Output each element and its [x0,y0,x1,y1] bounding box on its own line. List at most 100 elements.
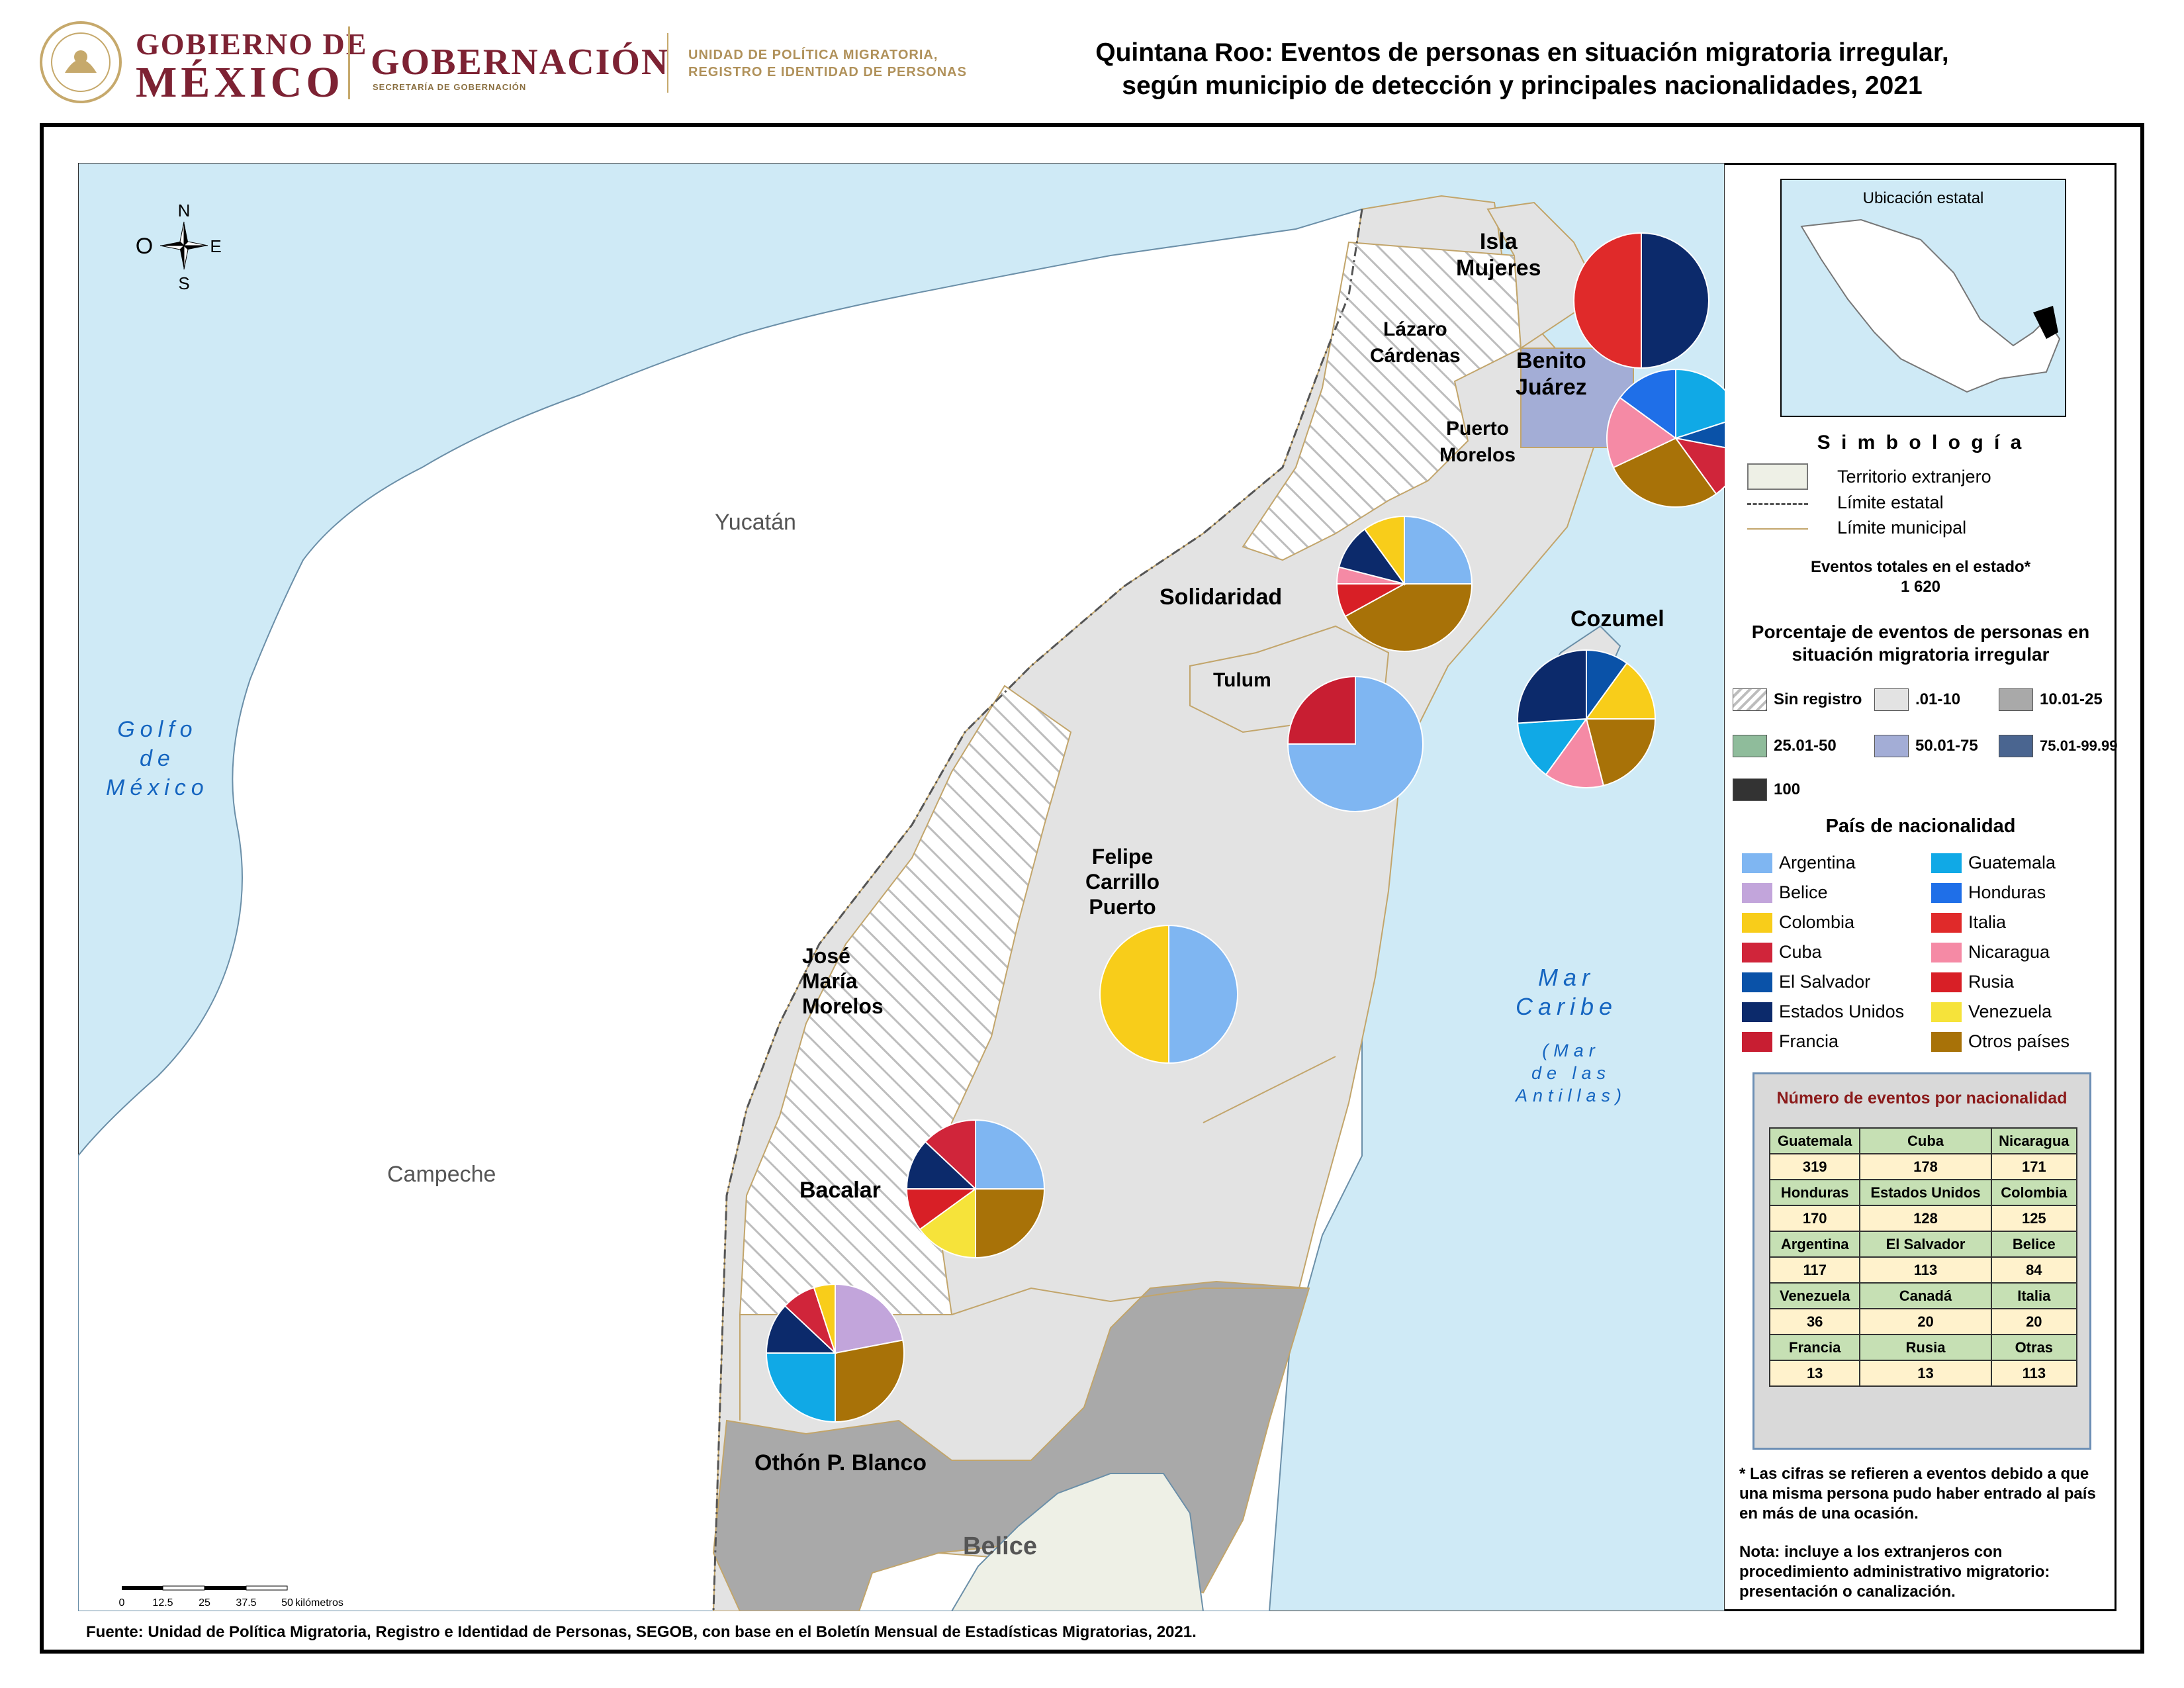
nationality-label: Italia [1968,912,2007,932]
map-title: Quintana Roo: Eventos de personas en sit… [993,36,2052,103]
golfo-line2: de [139,746,175,771]
scale-tick-3: 37.5 [236,1597,256,1609]
pie-slice [765,1305,837,1354]
label-campeche: Campeche [387,1162,496,1187]
pct-swatch-0 [1733,688,1767,711]
nationality-label: Honduras [1968,882,2046,902]
nationality-label: Cuba [1779,942,1822,962]
pie-slice [1612,437,1717,508]
pct-class-25-50: 25.01-50 [1733,735,1837,757]
table-header-cell: Argentina [1768,1231,1861,1258]
antillas-line2: de las [1531,1063,1612,1083]
pct-label-4: 50.01-75 [1915,737,1978,755]
pie-slice [905,1141,978,1190]
nationality-item: El Salvador [1742,972,1870,992]
table-value-cell: 178 [1859,1153,1992,1180]
nationality-label: Belice [1779,882,1828,902]
compass-e: E [210,236,221,256]
header-divider-2 [667,33,668,93]
title-line1: Quintana Roo: Eventos de personas en sit… [1095,38,1949,67]
scale-tick-0: 0 [119,1597,125,1609]
pie-slice [835,1283,904,1354]
pct-class-01-10: .01-10 [1874,688,1960,711]
pie-slice [1517,718,1588,776]
total-events-value: 1 620 [1900,578,1941,596]
isla-mujeres-line1: Isla [1479,229,1518,254]
table-value-cell: 84 [1990,1256,2078,1284]
table-header-cell: El Salvador [1859,1231,1992,1258]
nationality-item: Rusia [1931,972,2014,992]
pct-swatch-2 [1999,688,2033,711]
jmm-line1: José [802,944,850,968]
gobernacion-logo: GOBERNACIÓN [371,42,670,83]
table-header-cell: Estados Unidos [1859,1179,1992,1206]
map-canvas: N S E O 0 12.5 25 37.5 50 kilómetros [78,163,1725,1611]
table-header-cell: Belice [1990,1231,2078,1258]
pct-swatch-4 [1874,735,1909,757]
lazaro-cardenas-line2: Cárdenas [1370,345,1461,367]
pie-slice [835,1339,905,1423]
percentage-title-1: Porcentaje de eventos de personas en [1751,622,2090,642]
nationality-swatch [1742,882,1772,903]
nationality-swatch [1931,942,1962,962]
total-events-label: Eventos totales en el estado* [1810,558,2031,576]
fcp-line3: Puerto [1089,895,1156,919]
nationality-swatch [1742,942,1772,962]
pct-class-sin-registro: Sin registro [1733,688,1862,711]
pie-slice [1573,232,1642,369]
nationality-swatch [1931,882,1962,903]
pct-class-100: 100 [1733,778,1800,801]
scale-unit: kilómetros [295,1597,343,1609]
pie-slice [1545,717,1605,788]
events-table: Número de eventos por nacionalidad Guate… [1752,1072,2091,1450]
table-value-cell: 20 [1859,1308,1992,1335]
pie-slice [1675,421,1725,449]
table-value-cell: 113 [1990,1360,2078,1387]
nationality-title: País de nacionalidad [1825,816,2016,837]
table-value-cell: 13 [1768,1360,1861,1387]
nationality-label: Nicaragua [1968,942,2050,962]
pie-slice [1168,924,1238,1064]
nationality-item: Guatemala [1931,853,2056,873]
pie-slice [975,1188,1046,1259]
pct-label-0: Sin registro [1774,690,1862,708]
caribe-line1: Mar [1538,964,1596,991]
pct-label-1: .01-10 [1915,690,1961,708]
nationality-item: Estados Unidos [1742,1002,1904,1022]
table-value-cell: 117 [1768,1256,1861,1284]
scale-tick-2: 25 [199,1597,210,1609]
gob-line2: MÉXICO [136,58,344,107]
nationality-swatch [1931,972,1962,992]
table-value-cell: 170 [1768,1205,1861,1232]
label-lazaro-cardenas: Lázaro Cárdenas [1370,316,1461,369]
nationality-item: Venezuela [1931,1002,2052,1022]
pie-slice [1287,675,1356,745]
pie-slice [1675,368,1725,440]
nationality-item: Cuba [1742,942,1822,962]
pct-label-6: 100 [1774,780,1801,798]
pie-slice [1344,583,1473,652]
pie-slice [1585,662,1657,720]
pct-class-10-25: 10.01-25 [1999,688,2103,711]
benito-juarez-line1: Benito [1516,348,1586,373]
mexico-inset-map [1800,218,2061,393]
label-benito-juarez: Benito Juárez [1516,348,1587,400]
pct-swatch-3 [1733,735,1767,757]
pie-slice [1338,528,1406,585]
header-divider [348,26,350,99]
label-tulum: Tulum [1213,669,1271,691]
jmm-line2: María [802,969,858,993]
nationality-label: Argentina [1779,853,1856,872]
symbology-municipal-limit: Límite municipal [1837,518,1967,538]
pie-slice [1674,437,1725,495]
pie-slice [1606,397,1677,469]
title-line2: según municipio de detección y principal… [1122,71,1923,100]
table-header-cell: Honduras [1768,1179,1861,1206]
label-othon-p-blanco: Othón P. Blanco [754,1450,927,1476]
label-antillas: (Mar de las Antillas) [1516,1039,1627,1107]
pct-label-3: 25.01-50 [1774,737,1837,755]
pie-slice [924,1119,976,1191]
table-value-cell: 319 [1768,1153,1861,1180]
pct-class-50-75: 50.01-75 [1874,735,1978,757]
nationality-label: Otros países [1968,1031,2070,1051]
